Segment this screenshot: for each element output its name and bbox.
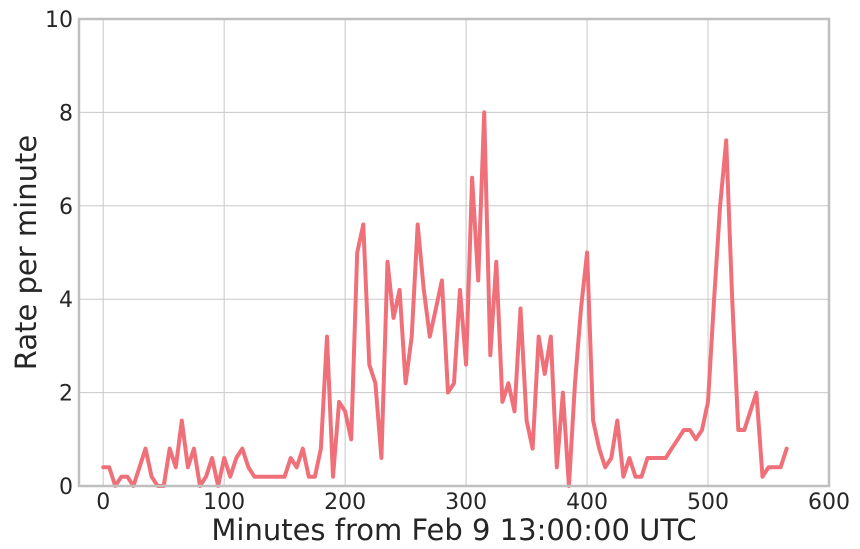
y-tick-label: 6 (59, 195, 73, 220)
y-tick-label: 0 (59, 475, 73, 500)
x-tick-label: 100 (203, 490, 245, 515)
plot-frame (77, 17, 831, 488)
x-tick-label: 300 (445, 490, 487, 515)
x-tick-labels: 0 100 200 300 400 500 600 (96, 490, 850, 515)
y-tick-label: 10 (45, 8, 73, 33)
x-tick-label: 500 (687, 490, 729, 515)
y-tick-label: 8 (59, 101, 73, 126)
y-tick-label: 4 (59, 288, 73, 313)
x-axis-label: Minutes from Feb 9 13:00:00 UTC (211, 513, 696, 547)
series-layer (101, 110, 789, 488)
y-tick-label: 2 (59, 382, 73, 407)
x-tick-label: 600 (808, 490, 850, 515)
series-line (101, 110, 789, 488)
y-tick-labels: 0 2 4 6 8 10 (45, 8, 73, 500)
x-tick-label: 0 (96, 490, 110, 515)
y-axis-label: Rate per minute (9, 135, 43, 370)
x-tick-label: 400 (566, 490, 608, 515)
x-tick-label: 200 (324, 490, 366, 515)
